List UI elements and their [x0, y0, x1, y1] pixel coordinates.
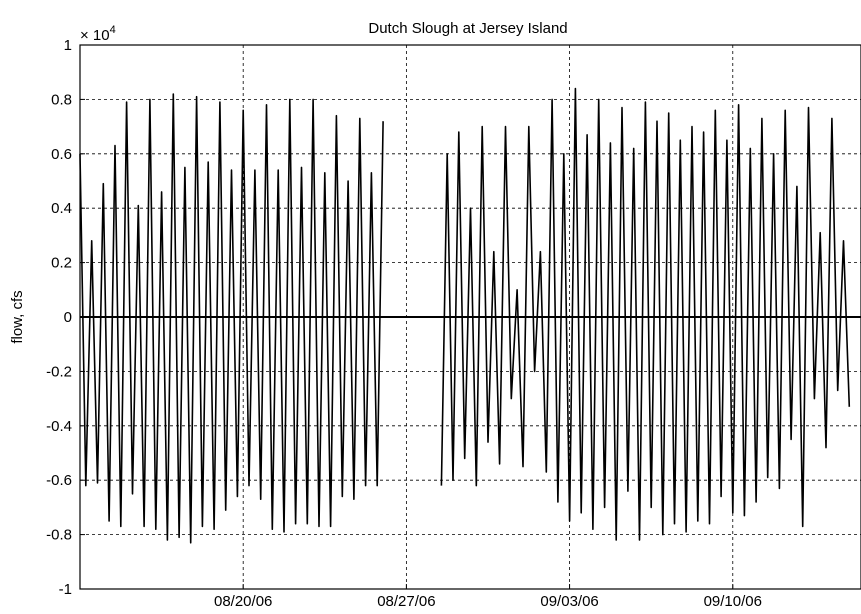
x-tick-label: 09/03/06	[540, 593, 598, 610]
y-tick-label: 0.4	[51, 200, 72, 217]
series-line-segment	[440, 87, 851, 541]
x-tick-label: 08/20/06	[214, 593, 272, 610]
y-tick-label: -0.6	[46, 472, 72, 489]
x-axis-ticks: 08/20/06 08/27/06 09/03/06 09/10/06	[214, 584, 762, 610]
y-tick-label: 0.2	[51, 255, 72, 272]
y-tick-label: -0.2	[46, 363, 72, 380]
y-tick-label: 1	[64, 37, 72, 54]
y-tick-label: 0.8	[51, 91, 72, 108]
x-tick-label: 09/10/06	[704, 593, 762, 610]
y-axis-multiplier: × 104	[80, 24, 116, 44]
chart-title: Dutch Slough at Jersey Island	[368, 20, 567, 37]
y-axis-label: flow, cfs	[9, 290, 26, 343]
y-tick-label: 0.6	[51, 146, 72, 163]
y-tick-label: -0.4	[46, 418, 72, 435]
y-tick-label: -0.8	[46, 527, 72, 544]
y-axis-ticks: -1 -0.8 -0.6 -0.4 -0.2 0 0.2 0.4 0.6 0.8 1	[46, 37, 85, 598]
series-flow	[79, 87, 851, 544]
y-tick-label: 0	[64, 309, 72, 326]
y-axis-multiplier-base: × 10	[80, 27, 110, 44]
x-tick-label: 08/27/06	[377, 593, 435, 610]
y-tick-label: -1	[59, 581, 72, 598]
y-axis-multiplier-exponent: 4	[110, 24, 116, 36]
series-line-segment	[79, 93, 384, 544]
